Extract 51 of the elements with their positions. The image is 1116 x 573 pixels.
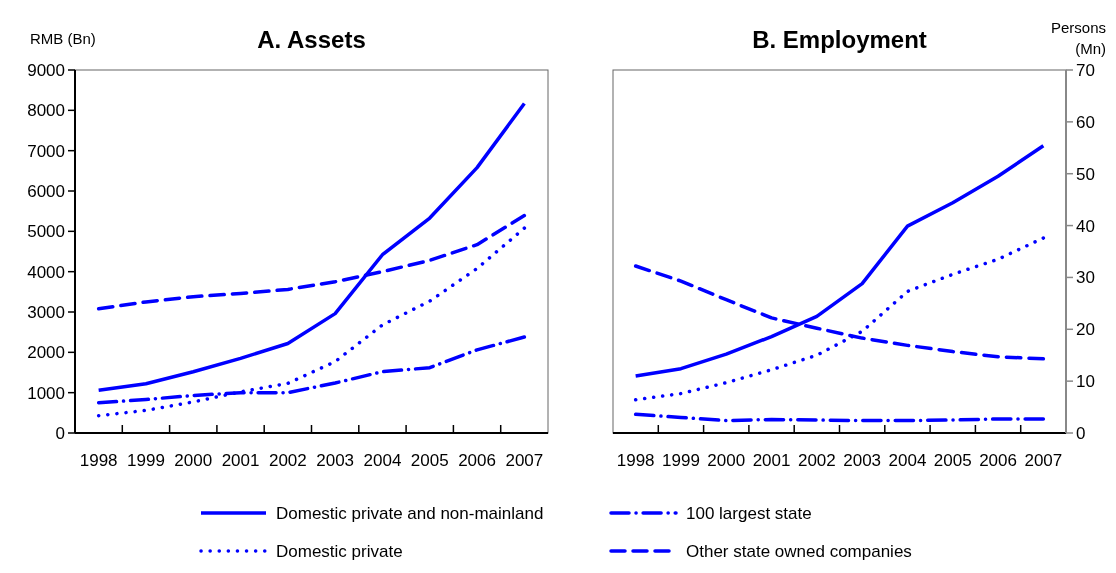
x-tick-label: 1999 bbox=[662, 451, 700, 470]
line-series bbox=[96, 101, 527, 392]
chart-title: A. Assets bbox=[257, 26, 366, 53]
y2-tick-label: 10 bbox=[1076, 372, 1095, 392]
legend-label: 100 largest state bbox=[686, 504, 812, 523]
line-series bbox=[633, 236, 1046, 402]
x-tick-label: 2002 bbox=[268, 451, 307, 470]
x-tick-label: 2004 bbox=[888, 451, 927, 470]
x-tick-label: 2000 bbox=[174, 451, 213, 470]
x-tick-label: 1999 bbox=[127, 451, 165, 470]
y-axis-title: RMB (Bn) bbox=[30, 30, 96, 47]
y-tick-label: 5000 bbox=[27, 222, 65, 242]
y-tick-label: 9000 bbox=[27, 61, 65, 80]
y2-tick-label: 20 bbox=[1076, 320, 1095, 340]
y2-axis-title: Persons (Mn) bbox=[1050, 19, 1106, 57]
legend-label: Domestic private and non-mainland bbox=[276, 504, 544, 523]
chart-title: B. Employment bbox=[752, 26, 927, 53]
y2-tick-label: 30 bbox=[1076, 268, 1095, 288]
legend-label: Domestic private bbox=[276, 542, 403, 561]
y-tick-label: 0 bbox=[55, 424, 65, 443]
x-tick-label: 2003 bbox=[316, 451, 355, 470]
y-tick-label: 4000 bbox=[27, 262, 65, 282]
x-tick-label: 2003 bbox=[843, 451, 882, 470]
y-tick-label: 2000 bbox=[27, 343, 65, 363]
x-tick-label: 2005 bbox=[933, 451, 972, 470]
y-tick-label: 3000 bbox=[27, 303, 65, 322]
x-tick-label: 2000 bbox=[707, 451, 746, 470]
y2-tick-label: 50 bbox=[1076, 164, 1095, 184]
line-series bbox=[96, 226, 527, 418]
x-tick-label: 1998 bbox=[79, 451, 118, 470]
y2-tick-label: 0 bbox=[1076, 424, 1086, 443]
y-tick-label: 6000 bbox=[27, 182, 65, 201]
y2-tick-label: 60 bbox=[1076, 112, 1095, 132]
y-tick-label: 8000 bbox=[27, 101, 65, 121]
x-tick-label: 2004 bbox=[363, 451, 402, 470]
x-tick-label: 2006 bbox=[979, 451, 1017, 470]
x-tick-label: 2001 bbox=[221, 451, 260, 470]
y2-tick-label: 70 bbox=[1076, 61, 1095, 80]
x-tick-label: 1998 bbox=[616, 451, 655, 470]
x-tick-label: 2001 bbox=[752, 451, 791, 470]
legend-label: Other state owned companies bbox=[686, 542, 912, 561]
x-tick-label: 2005 bbox=[410, 451, 449, 470]
line-series bbox=[633, 412, 1046, 423]
line-series bbox=[633, 143, 1046, 378]
y-tick-label: 1000 bbox=[27, 383, 65, 403]
x-tick-label: 2007 bbox=[505, 451, 544, 470]
x-tick-label: 2002 bbox=[797, 451, 836, 470]
x-tick-label: 2006 bbox=[458, 451, 496, 470]
y2-tick-label: 40 bbox=[1076, 216, 1095, 236]
y-tick-label: 7000 bbox=[27, 141, 65, 161]
x-tick-label: 2007 bbox=[1024, 451, 1063, 470]
